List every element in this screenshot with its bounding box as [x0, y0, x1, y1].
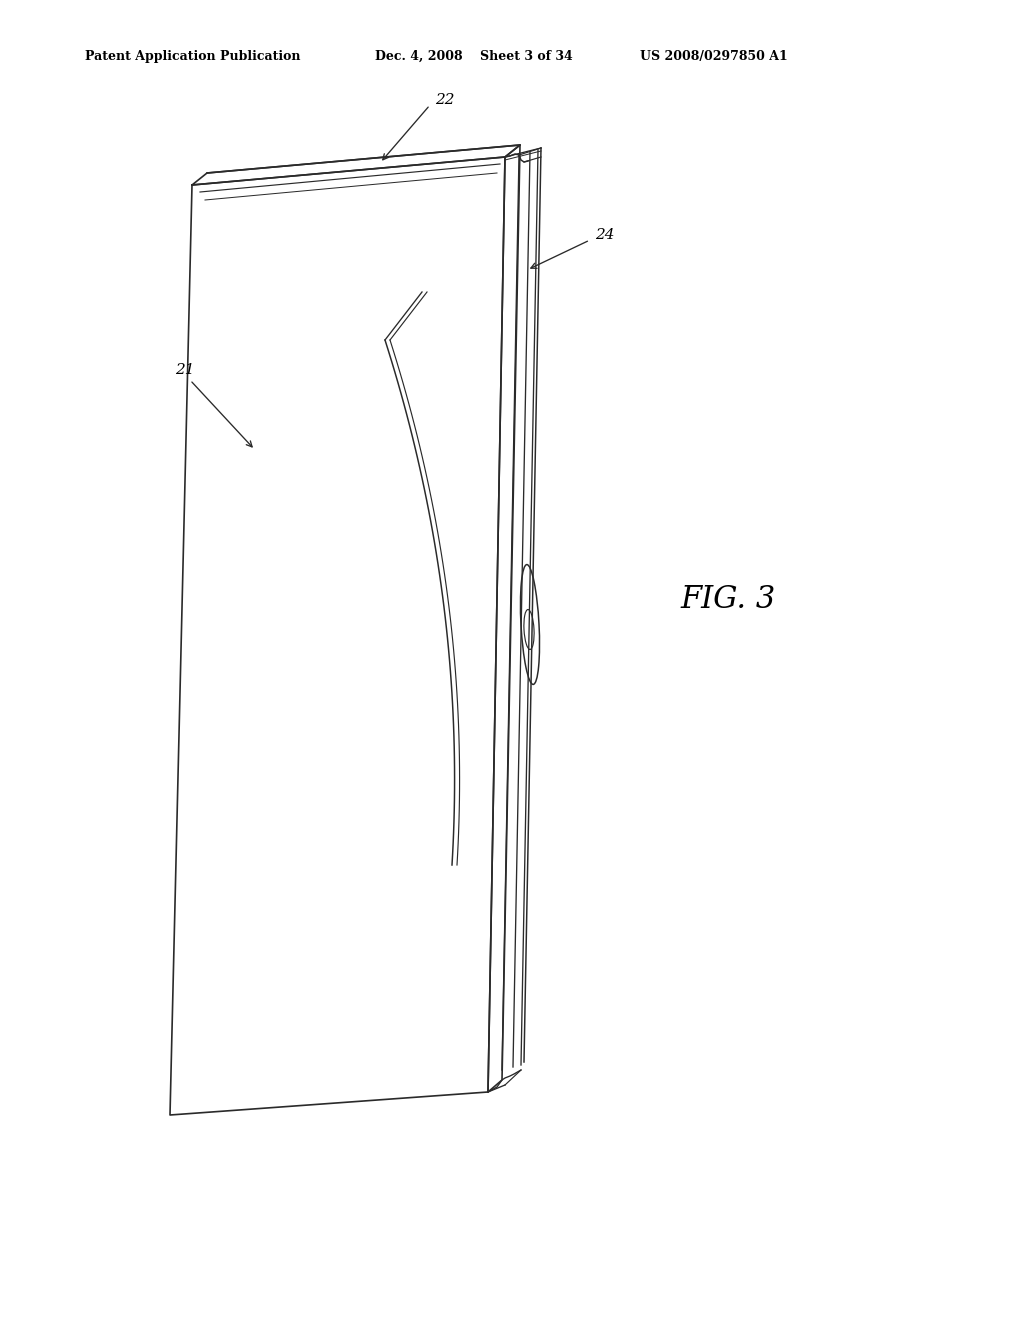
Text: Patent Application Publication: Patent Application Publication: [85, 50, 300, 63]
Text: 22: 22: [435, 92, 455, 107]
Text: 24: 24: [595, 228, 614, 242]
Text: Dec. 4, 2008: Dec. 4, 2008: [375, 50, 463, 63]
Text: FIG. 3: FIG. 3: [680, 585, 775, 615]
Text: US 2008/0297850 A1: US 2008/0297850 A1: [640, 50, 787, 63]
Text: 21: 21: [175, 363, 195, 378]
Text: Sheet 3 of 34: Sheet 3 of 34: [480, 50, 572, 63]
